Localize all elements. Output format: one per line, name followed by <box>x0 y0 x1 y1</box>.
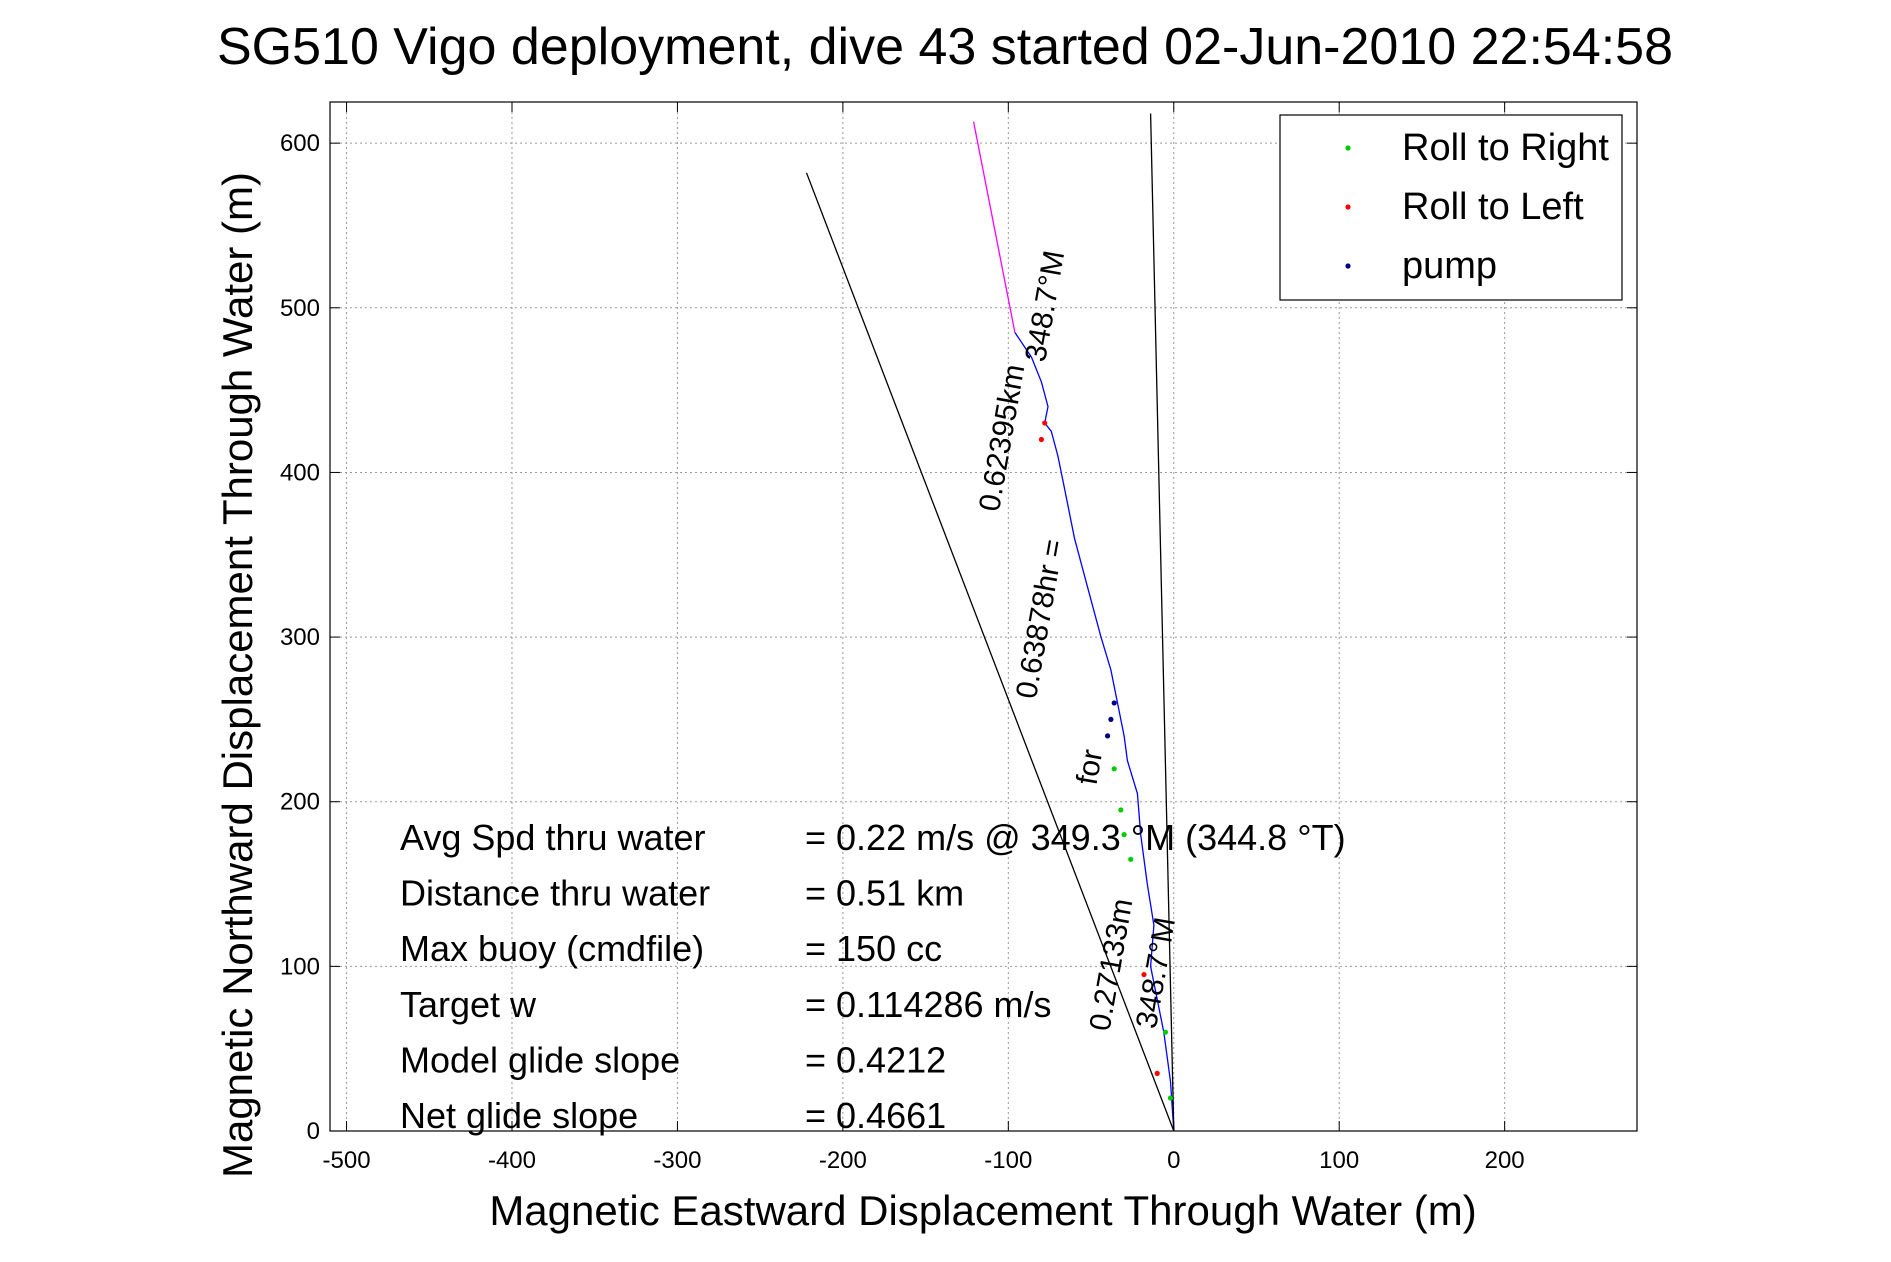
marker-roll-right <box>1162 1029 1169 1035</box>
x-tick-label: -300 <box>653 1147 701 1174</box>
stat-label: Model glide slope <box>400 1039 680 1080</box>
stat-value: = 0.22 m/s @ 349.3 °M (344.8 °T) <box>805 817 1346 858</box>
stat-value: = 150 cc <box>805 928 942 969</box>
y-tick-label: 400 <box>280 459 320 486</box>
legend-marker <box>1345 145 1351 151</box>
x-tick-label: 100 <box>1319 1147 1359 1174</box>
legend: Roll to Right Roll to Left pump <box>1279 114 1623 301</box>
series-line-envelope-line-2 <box>1149 113 1175 1132</box>
stat-value: = 0.4661 <box>805 1095 946 1136</box>
marker-roll-left <box>1038 436 1045 443</box>
legend-label: Roll to Left <box>1402 186 1584 228</box>
legend-box <box>1279 114 1623 301</box>
x-tick-label: 200 <box>1485 1147 1525 1174</box>
marker-pump <box>1104 733 1111 739</box>
stat-value: = 0.51 km <box>805 873 964 914</box>
stat-value: = 0.114286 m/s <box>805 984 1052 1025</box>
marker-roll-right <box>1111 766 1117 772</box>
marker-pump <box>1108 716 1114 723</box>
stats-block: Avg Spd thru water = 0.22 m/s @ 349.3 °M … <box>400 817 1346 1136</box>
stat-label: Net glide slope <box>400 1095 638 1136</box>
marker-roll-left <box>1154 1070 1160 1076</box>
x-tick-label: -500 <box>323 1147 371 1174</box>
series-line-heading-projection <box>972 121 1016 333</box>
marker-roll-right <box>1118 807 1124 813</box>
marker-roll-left <box>1141 971 1147 978</box>
legend-marker <box>1345 204 1351 210</box>
series-line-envelope-line-1 <box>805 172 1175 1132</box>
x-tick-label: 0 <box>1167 1147 1180 1174</box>
y-tick-label: 0 <box>307 1118 320 1145</box>
y-tick-label: 300 <box>280 624 320 651</box>
legend-label: Roll to Right <box>1402 127 1609 169</box>
stat-label: Target w <box>400 984 537 1025</box>
marker-pump <box>1111 700 1117 706</box>
y-axis-label: Magnetic Northward Displacement Through … <box>214 172 261 1178</box>
stat-value: = 0.4212 <box>805 1039 946 1080</box>
y-tick-label: 200 <box>280 789 320 816</box>
series-line-track <box>1014 332 1175 1132</box>
chart-title: SG510 Vigo deployment, dive 43 started 0… <box>217 18 1673 76</box>
stat-label: Distance thru water <box>400 873 710 914</box>
y-tick-label: 600 <box>280 130 320 157</box>
legend-label: pump <box>1402 245 1497 287</box>
chart-marks <box>805 113 1175 1132</box>
marker-roll-right <box>1128 856 1134 862</box>
x-axis-label: Magnetic Eastward Displacement Through W… <box>489 1187 1476 1234</box>
x-tick-label: -400 <box>488 1147 536 1174</box>
legend-marker <box>1345 263 1351 269</box>
x-tick-label: -200 <box>819 1147 867 1174</box>
marker-roll-right <box>1121 832 1127 838</box>
plot-frame <box>329 101 1638 1132</box>
y-tick-label: 500 <box>280 295 320 322</box>
annotation-label: for <box>1071 747 1110 787</box>
x-tick-label: -100 <box>984 1147 1032 1174</box>
marker-roll-right <box>1167 1095 1174 1101</box>
y-tick-label: 100 <box>280 953 320 980</box>
marker-roll-left <box>1042 420 1048 426</box>
axis-ticks: -500 -400 -300 -200 -100 0 100 200 0 100 200 300 400… <box>280 102 1637 1174</box>
stat-label: Avg Spd thru water <box>400 817 706 858</box>
stat-label: Max buoy (cmdfile) <box>400 928 704 969</box>
